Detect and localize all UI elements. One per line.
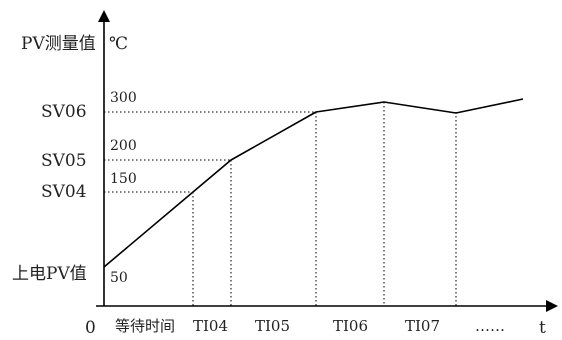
value-label-150: 150 xyxy=(110,171,137,187)
value-label-300: 300 xyxy=(110,90,137,106)
setpoint-label-sv05: SV05 xyxy=(41,151,87,171)
value-label-200: 200 xyxy=(110,138,137,154)
segment-label-ti07: TI07 xyxy=(405,317,440,335)
segment-label-ti05: TI05 xyxy=(255,317,290,335)
value-label-50: 50 xyxy=(110,270,128,286)
segment-label-ellipsis: …… xyxy=(475,317,505,335)
x-axis-title: t xyxy=(539,318,546,338)
setpoint-label-sv06: SV06 xyxy=(41,102,87,122)
segment-label-wait: 等待时间 xyxy=(115,317,175,335)
setpoint-label-sv04: SV04 xyxy=(41,182,87,202)
origin-label: 0 xyxy=(85,318,96,338)
pv-profile-line xyxy=(103,98,524,268)
y-axis-title: PV测量值 xyxy=(21,34,96,54)
setpoint-label-power-on-pv: 上电PV值 xyxy=(12,264,87,284)
segment-label-ti06: TI06 xyxy=(333,317,368,335)
segment-label-ti04: TI04 xyxy=(193,317,228,335)
y-axis-unit: ℃ xyxy=(109,34,128,54)
